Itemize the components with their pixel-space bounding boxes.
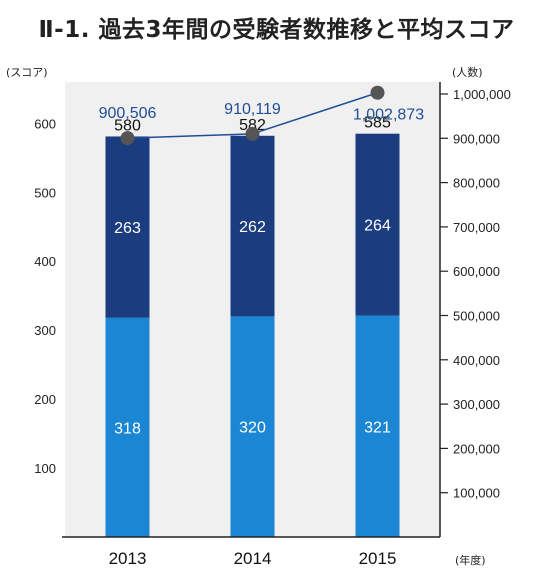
bar-segment-label: 262 <box>239 219 266 236</box>
right-tick-label: 600,000 <box>453 264 500 279</box>
bar-layer: 318 263 580 320 262 582 321 264 585 <box>105 115 400 537</box>
bar-segment-label: 264 <box>364 218 391 235</box>
x-tick-label: 2013 <box>109 549 147 568</box>
bar-segment-label: 263 <box>114 220 141 237</box>
right-tick-label: 800,000 <box>453 176 500 191</box>
line-point <box>120 131 135 146</box>
right-tick-label: 100,000 <box>453 486 500 501</box>
line-point <box>245 126 260 141</box>
left-tick-label: 300 <box>34 323 56 338</box>
right-tick-label: 300,000 <box>453 397 500 412</box>
bar-segment-lower <box>230 316 275 537</box>
left-tick-label: 200 <box>34 392 56 407</box>
left-tick-label: 100 <box>34 461 56 476</box>
bar-segment-upper <box>355 133 400 316</box>
bar-segment-label: 320 <box>239 420 266 437</box>
left-axis: (スコア) 100 200 300 400 500 600 <box>6 66 56 476</box>
bar-total-label: 580 <box>114 117 141 134</box>
x-tick-label: 2014 <box>234 549 272 568</box>
bar-segment-label: 321 <box>364 419 391 436</box>
bar-total-label: 585 <box>364 115 391 132</box>
left-tick-label: 600 <box>34 116 56 131</box>
right-axis-unit: (人数) <box>452 66 483 79</box>
right-tick-label: 200,000 <box>453 441 500 456</box>
bar-segment-upper <box>230 135 275 317</box>
x-tick-label: 2015 <box>359 549 397 568</box>
right-tick-label: 700,000 <box>453 220 500 235</box>
left-tick-label: 400 <box>34 254 56 269</box>
line-point-label: 910,119 <box>224 101 281 118</box>
right-tick-label: 900,000 <box>453 131 500 146</box>
right-tick-label: 400,000 <box>453 353 500 368</box>
right-tick-label: 1,000,000 <box>453 87 511 102</box>
x-axis: 2013 2014 2015 (年度) <box>62 536 486 568</box>
left-axis-unit: (スコア) <box>6 66 48 79</box>
line-point-label: 1,002,873 <box>353 107 424 124</box>
bar-total-label: 582 <box>239 117 266 134</box>
bar-segment-lower <box>355 315 400 537</box>
left-tick-label: 500 <box>34 185 56 200</box>
line-point <box>370 85 385 100</box>
chart-title: Ⅱ-1. 過去3年間の受験者数推移と平均スコア <box>38 17 515 43</box>
bar-segment-label: 318 <box>114 420 141 437</box>
bar-segment-upper <box>105 136 150 318</box>
x-axis-unit: (年度) <box>455 553 486 567</box>
bar-segment-lower <box>105 317 150 537</box>
right-axis: (人数) 100,000 200,000 300,000 400,000 500,000 6… <box>439 66 511 537</box>
line-layer: 900,506 910,119 1,002,873 <box>99 85 424 146</box>
line-point-label: 900,506 <box>99 105 157 122</box>
right-tick-label: 500,000 <box>453 309 500 324</box>
